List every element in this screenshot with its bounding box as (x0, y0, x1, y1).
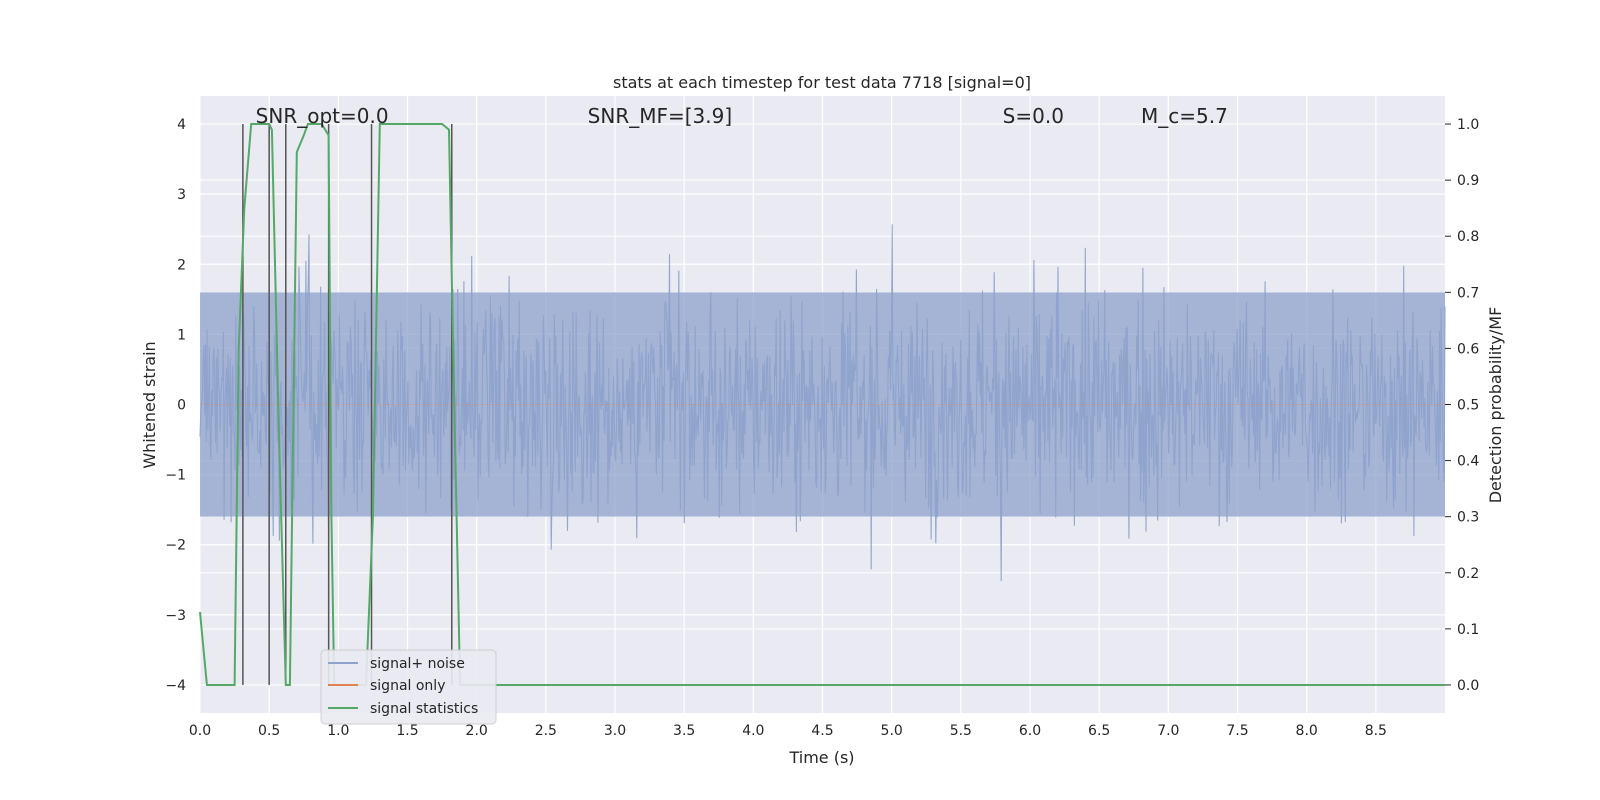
x-tick-label: 8.0 (1296, 723, 1318, 739)
y-tick-label: 3 (177, 187, 186, 203)
x-tick-label: 5.5 (950, 723, 972, 739)
x-tick-label: 4.5 (811, 723, 833, 739)
x-tick-label: 0.5 (258, 723, 280, 739)
y-tick-label: 0 (177, 398, 186, 414)
x-tick-label: 3.0 (604, 723, 626, 739)
noise-dense-band (200, 292, 1445, 517)
legend-label-signal-only: signal only (370, 678, 445, 694)
x-tick-label: 6.0 (1019, 723, 1041, 739)
legend-label-signal-statistics: signal statistics (370, 701, 478, 717)
x-tick-label: 5.0 (881, 723, 903, 739)
x-axis-ticks: 0.0 0.5 1.0 1.5 2.0 2.5 3.0 3.5 4.0 4.5 5.0 5.5 6.0 6… (189, 723, 1387, 739)
y2-tick-label: 0.5 (1457, 398, 1479, 414)
y-axis-label: Whitened strain (140, 341, 159, 468)
x-axis-label: Time (s) (788, 748, 854, 767)
y2-tick-label: 0.0 (1457, 678, 1479, 694)
y-tick-label: −1 (165, 468, 186, 484)
y2-tick-label: 0.2 (1457, 566, 1479, 582)
x-tick-label: 2.0 (466, 723, 488, 739)
y-tick-label: 2 (177, 257, 186, 273)
y-tick-label: 1 (177, 327, 186, 343)
y2-tick-label: 0.9 (1457, 173, 1479, 189)
y-tick-label: 4 (177, 117, 186, 133)
y2-tick-label: 0.8 (1457, 229, 1479, 245)
x-tick-label: 4.0 (742, 723, 764, 739)
x-tick-label: 3.5 (673, 723, 695, 739)
x-tick-label: 7.0 (1157, 723, 1179, 739)
legend: signal+ noise signal only signal statist… (320, 649, 497, 725)
x-tick-label: 7.5 (1226, 723, 1248, 739)
x-tick-label: 1.5 (396, 723, 418, 739)
x-tick-label: 8.5 (1365, 723, 1387, 739)
y-tick-label: −4 (165, 678, 186, 694)
y-tick-label: −3 (165, 608, 186, 624)
y2-tick-label: 0.7 (1457, 285, 1479, 301)
y-axis-ticks: −4 −3 −2 −1 0 1 2 3 4 (165, 117, 186, 694)
x-tick-label: 2.5 (535, 723, 557, 739)
x-tick-label: 6.5 (1088, 723, 1110, 739)
series-signal-noise (199, 224, 1446, 582)
x-tick-label: 0.0 (189, 723, 211, 739)
series-signal-statistics (199, 123, 1445, 686)
annotation-text: M_c=5.7 (1141, 104, 1228, 128)
y2-tick-label: 0.4 (1457, 454, 1479, 470)
legend-label-signal-noise: signal+ noise (370, 656, 465, 672)
y2-tick-label: 0.1 (1457, 622, 1479, 638)
annotations: SNR_opt=0.0 SNR_MF=[3.9] S=0.0 M_c=5.7 (256, 104, 1228, 128)
annotation-text: SNR_MF=[3.9] (588, 104, 732, 128)
annotation-text: SNR_opt=0.0 (256, 104, 389, 128)
y2-tick-label: 1.0 (1457, 117, 1479, 133)
legend-box (320, 649, 497, 725)
x-tick-label: 1.0 (327, 723, 349, 739)
annotation-text: S=0.0 (1003, 104, 1064, 128)
y-tick-label: −2 (165, 538, 186, 554)
y2-tick-label: 0.6 (1457, 341, 1479, 357)
signal-statistics-line (199, 123, 1445, 686)
y2-tick-label: 0.3 (1457, 510, 1479, 526)
y2-axis-label: Detection probability/MF (1486, 307, 1505, 504)
y2-axis-ticks: 0.0 0.1 0.2 0.3 0.4 0.5 0.6 0.7 0.8 0.9 1.0 (1445, 117, 1479, 694)
chart-title: stats at each timestep for test data 771… (613, 73, 1031, 92)
